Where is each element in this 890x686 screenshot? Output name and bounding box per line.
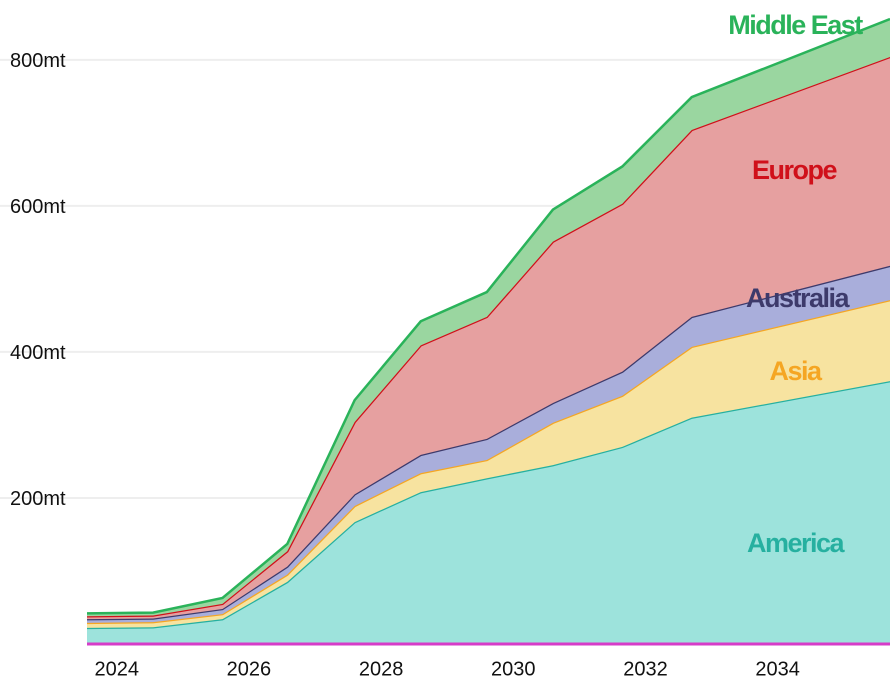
x-tick-label: 2026 bbox=[227, 658, 272, 680]
area bbox=[87, 381, 890, 644]
x-tick-label: 2032 bbox=[623, 658, 668, 680]
series-label: Australia bbox=[746, 283, 851, 313]
y-tick-label: 600mt bbox=[10, 196, 66, 218]
area bbox=[87, 265, 890, 623]
x-tick-label: 2034 bbox=[755, 658, 800, 680]
y-tick-label: 800mt bbox=[10, 50, 66, 72]
y-tick-label: 200mt bbox=[10, 488, 66, 510]
area-edge bbox=[86, 17, 890, 615]
series-label: Middle East bbox=[728, 10, 863, 40]
x-tick-label: 2028 bbox=[359, 658, 404, 680]
areas bbox=[86, 17, 890, 644]
x-tick-label: 2024 bbox=[94, 658, 139, 680]
series-label: Europe bbox=[752, 155, 837, 185]
area bbox=[87, 18, 890, 617]
series-label: Asia bbox=[769, 356, 823, 386]
series-label: America bbox=[747, 528, 846, 558]
area bbox=[87, 56, 890, 620]
x-tick-label: 2030 bbox=[491, 658, 536, 680]
y-tick-label: 400mt bbox=[10, 342, 66, 364]
area bbox=[87, 300, 890, 628]
